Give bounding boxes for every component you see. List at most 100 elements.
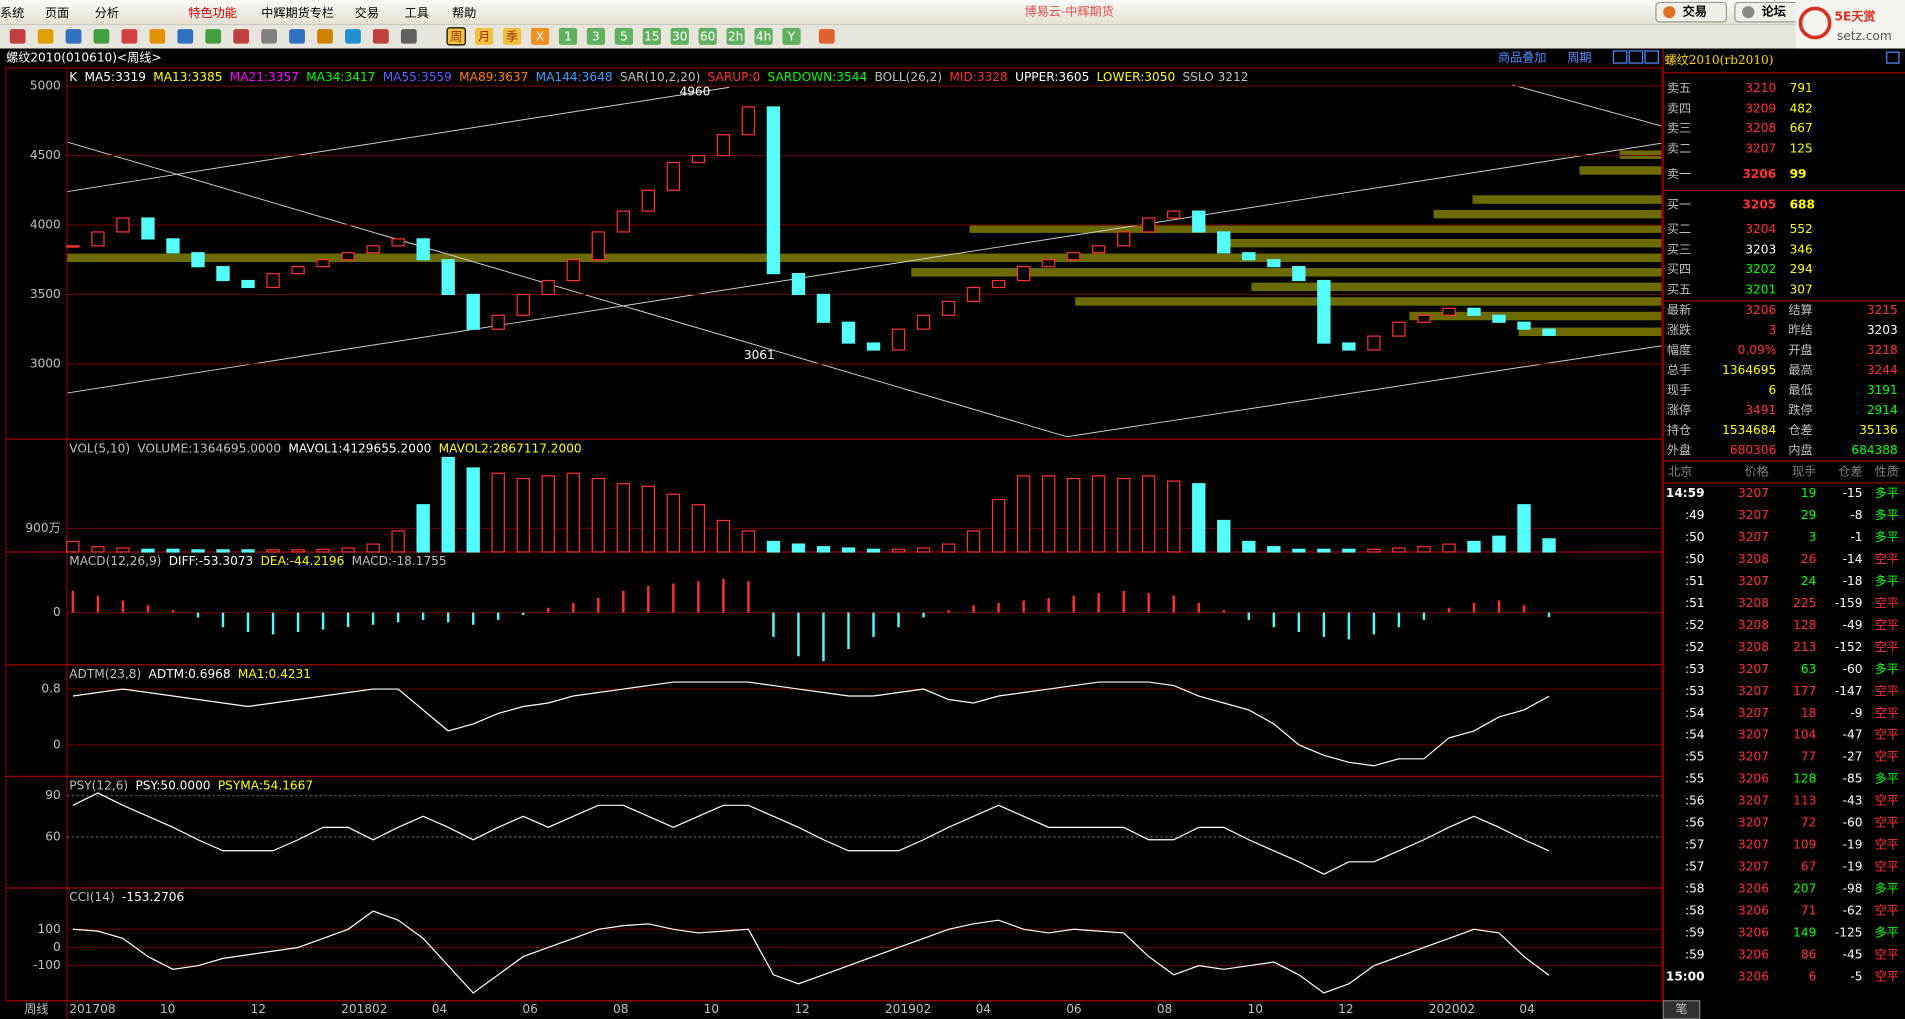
tool-icon[interactable] [400,29,417,44]
quote-icon[interactable] [1886,51,1900,64]
tool-icon[interactable] [317,29,333,44]
tick-header: 现手 [1792,464,1816,478]
indicator-label: MACD:-18.1755 [352,554,447,568]
book-price: 3207 [1745,142,1776,156]
tool-icon[interactable] [261,29,278,44]
tool-icon[interactable] [121,29,138,44]
menu-item[interactable]: 帮助 [452,6,476,20]
menu-item[interactable]: 交易 [355,5,379,20]
tool-button[interactable] [475,27,494,45]
tool-button-label[interactable]: 30 [672,30,687,44]
logo-site: setz.com [1837,29,1892,43]
tool-button[interactable] [670,27,689,45]
volume-bar [1267,546,1281,553]
volume-bar [766,540,781,553]
tick-time: :55 [1685,772,1705,786]
window-button[interactable] [1612,50,1628,64]
top-button[interactable] [1655,1,1728,23]
tool-button[interactable] [726,27,745,45]
menu-item[interactable]: 系统 [0,6,24,20]
candle [441,259,455,296]
tool-icon[interactable] [205,29,222,44]
quote-tab-label[interactable]: 笔 [1675,1001,1687,1016]
tick-volume: 177 [1793,684,1816,698]
tick-price: 3206 [1738,925,1769,939]
tool-button-label[interactable]: 15 [644,30,659,44]
tool-button-label[interactable]: 周 [450,30,462,44]
tick-oi-change: -14 [1843,552,1863,566]
menu-item[interactable]: 工具 [405,6,429,20]
tool-button-label[interactable]: 5 [620,30,628,44]
x-tick-label: 04 [976,1002,992,1016]
app-title: 博易云-中辉期货 [1024,4,1113,19]
tool-button-label[interactable]: X [536,30,544,44]
tool-icon[interactable] [9,29,26,44]
window-button[interactable] [1644,50,1659,64]
tool-icon[interactable] [233,29,250,44]
volume-bar [1542,538,1556,553]
menu-item[interactable]: 分析 [95,6,119,20]
volume-bar [1066,477,1081,553]
x-tick-label: 10 [160,1002,175,1016]
volume-bar [791,543,806,553]
volume-bar [91,546,105,553]
tool-icon[interactable] [65,29,82,44]
tool-icon[interactable] [37,29,54,44]
tick-time: :50 [1685,530,1705,544]
tick-price: 3207 [1738,860,1769,874]
top-button-label[interactable]: 交易 [1683,4,1707,19]
tool-button[interactable] [558,27,578,45]
top-button-label[interactable]: 论坛 [1762,4,1786,19]
tool-button-label[interactable]: 季 [506,30,518,44]
tool-button[interactable] [614,27,633,45]
tick-type: 多平 [1875,881,1899,895]
tool-button[interactable] [754,27,773,45]
book-price: 3206 [1742,167,1776,181]
tool-icon[interactable] [345,29,361,44]
tool-icon[interactable] [149,29,166,44]
tick-price: 3206 [1738,881,1769,895]
tick-price: 3208 [1738,552,1769,566]
tool-icon[interactable] [93,29,110,44]
tool-icon[interactable] [818,29,835,44]
tool-icon[interactable] [177,29,194,44]
menu-item[interactable]: 页面 [45,6,69,20]
volume-bar [1392,547,1406,553]
tick-volume: 86 [1801,947,1816,961]
tool-icon[interactable] [289,29,305,44]
tool-button[interactable] [446,27,466,46]
menu-item[interactable]: 中辉期货专栏 [261,5,334,20]
tool-button[interactable] [530,27,550,45]
menu-item[interactable]: 特色功能 [188,5,237,20]
tool-button-label[interactable]: Y [787,30,796,44]
candle [1242,252,1256,261]
volume-bar [741,530,756,553]
tool-button-label[interactable]: 4h [756,30,771,44]
tick-oi-change: -5 [1850,969,1862,983]
chart-link[interactable]: 商品叠加 [1498,50,1547,65]
stat-value: 3215 [1867,303,1898,317]
y-tick-label: 4500 [30,148,61,162]
tool-button[interactable] [502,27,522,45]
tick-time: :59 [1685,925,1705,939]
tool-icon[interactable] [372,29,389,44]
volume-bar [216,549,230,553]
window-button[interactable] [1628,50,1644,64]
tool-button-label[interactable]: 60 [700,30,715,44]
tool-button[interactable] [698,27,717,45]
candle [766,106,781,275]
candle [891,328,906,351]
tick-oi-change: -15 [1843,486,1863,500]
tool-button[interactable] [782,27,801,45]
tool-button-label[interactable]: 2h [728,30,743,44]
chart-link[interactable]: 周期 [1567,51,1591,65]
tool-button[interactable] [642,27,661,45]
book-price: 3202 [1745,262,1776,276]
chart-title: 螺纹2010(010610)<周线> [6,51,162,65]
tool-button[interactable] [586,27,606,45]
tool-button-label[interactable]: 3 [592,30,600,44]
tool-button-label[interactable]: 月 [478,30,490,44]
tool-button-label[interactable]: 1 [564,30,572,44]
tick-time: :51 [1685,596,1705,610]
